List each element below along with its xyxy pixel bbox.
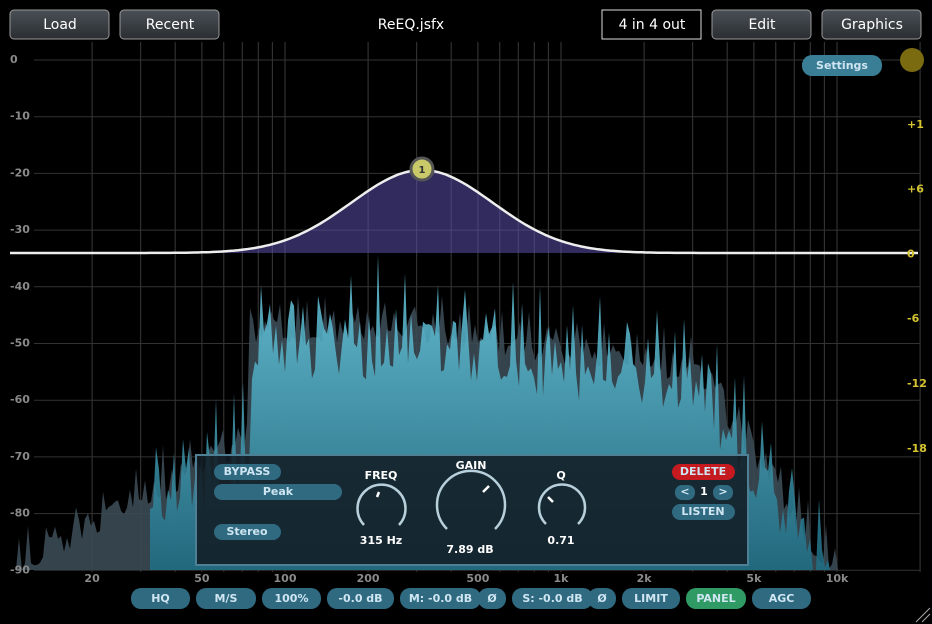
freq-label: FREQ xyxy=(365,469,398,482)
settings-label: Settings xyxy=(816,59,868,72)
footer-button[interactable] xyxy=(622,588,680,609)
footer-label: -0.0 dB xyxy=(338,592,382,605)
delete-button[interactable] xyxy=(672,464,735,480)
db-label: -70 xyxy=(10,450,30,463)
db-label: -10 xyxy=(10,110,30,123)
delete-label: DELETE xyxy=(680,465,726,478)
footer-button[interactable] xyxy=(686,588,746,609)
prev-button[interactable] xyxy=(675,485,695,500)
graphics-button[interactable] xyxy=(821,9,922,40)
file-name: ReEQ.jsfx xyxy=(378,17,444,33)
footer-button[interactable] xyxy=(478,588,506,609)
band-node[interactable] xyxy=(409,156,435,182)
footer-label: S: -0.0 dB xyxy=(522,592,582,605)
graphics-label: Graphics xyxy=(841,17,903,33)
io-button[interactable] xyxy=(601,9,702,40)
band-node-label: 1 xyxy=(419,165,426,176)
resize-grip[interactable] xyxy=(915,607,931,623)
recent-button[interactable] xyxy=(119,9,220,40)
freq-knob[interactable] xyxy=(356,483,407,526)
load-label: Load xyxy=(43,17,77,33)
eq-fill xyxy=(10,170,920,253)
q-label: Q xyxy=(556,469,565,482)
footer-button[interactable] xyxy=(588,588,616,609)
freq-label: 500 xyxy=(466,572,489,585)
band-number: 1 xyxy=(700,485,708,498)
gain-label: -12 xyxy=(907,377,927,390)
footer-button[interactable] xyxy=(327,588,394,609)
footer-label: Ø xyxy=(597,592,607,605)
footer-label: HQ xyxy=(151,592,170,605)
recent-label: Recent xyxy=(146,17,195,33)
listen-button[interactable] xyxy=(672,504,735,520)
gain-pointer xyxy=(482,485,490,493)
settings-button[interactable] xyxy=(802,55,882,76)
next-button[interactable] xyxy=(713,485,733,500)
bypass-button[interactable] xyxy=(214,464,281,480)
footer-label: AGC xyxy=(769,592,795,605)
edit-button[interactable] xyxy=(711,9,812,40)
freq-label: 10k xyxy=(826,572,849,585)
bypass-label: BYPASS xyxy=(224,465,271,478)
db-label: -40 xyxy=(10,280,30,293)
mode-label: Stereo xyxy=(226,525,268,538)
db-label: -60 xyxy=(10,393,30,406)
next-label: > xyxy=(718,485,727,498)
footer-button[interactable] xyxy=(262,588,321,609)
gain-label: GAIN xyxy=(456,459,487,472)
gain-label: 0 xyxy=(907,247,915,260)
q-pointer xyxy=(547,496,554,503)
freq-label: 50 xyxy=(194,572,210,585)
axes: 0-10-20-30-40-50-60-70-80-90+1+1+60-6-12… xyxy=(10,53,927,585)
edit-label: Edit xyxy=(748,17,776,33)
footer-label: M/S xyxy=(215,592,238,605)
footer-button[interactable] xyxy=(196,588,256,609)
load-button[interactable] xyxy=(9,9,110,40)
db-label: -50 xyxy=(10,337,30,350)
freq-value: 315 Hz xyxy=(360,534,402,547)
db-label: -30 xyxy=(10,223,30,236)
footer-button[interactable] xyxy=(752,588,811,609)
gain-label: -18 xyxy=(907,442,927,455)
type-label: Peak xyxy=(263,485,294,498)
footer-button[interactable] xyxy=(400,588,481,609)
q-knob[interactable] xyxy=(537,483,587,525)
freq-pointer xyxy=(375,491,381,498)
footer-label: 100% xyxy=(275,592,309,605)
mode-button[interactable] xyxy=(214,524,281,540)
gain-label: -6 xyxy=(907,312,920,325)
footer-button[interactable] xyxy=(512,588,593,609)
gain-label: +1 xyxy=(907,118,924,131)
footer-button[interactable] xyxy=(131,588,190,609)
footer: HQ M/S 100% -0.0 dB M: -0.0 dB Ø S: -0.0 dB Ø LI… xyxy=(131,588,811,609)
type-select[interactable] xyxy=(214,484,342,500)
freq-label: 5k xyxy=(746,572,762,585)
footer-label: Ø xyxy=(487,592,497,605)
gain-handle[interactable] xyxy=(900,48,924,72)
io-label: 4 in 4 out xyxy=(619,17,686,33)
freq-label: 100 xyxy=(274,572,297,585)
db-label: -90 xyxy=(10,563,30,576)
freq-label: 2k xyxy=(637,572,653,585)
db-label: -20 xyxy=(10,166,30,179)
freq-label: 1k xyxy=(554,572,570,585)
gain-knob[interactable] xyxy=(435,469,507,530)
footer-label: M: -0.0 dB xyxy=(409,592,472,605)
freq-label: 20 xyxy=(84,572,100,585)
footer-label: PANEL xyxy=(696,592,735,605)
q-value: 0.71 xyxy=(547,534,574,547)
freq-label: 200 xyxy=(357,572,380,585)
gain-label: +6 xyxy=(907,183,924,196)
listen-label: LISTEN xyxy=(681,505,724,518)
db-label: 0 xyxy=(10,53,18,66)
prev-label: < xyxy=(680,485,689,498)
footer-label: LIMIT xyxy=(634,592,668,605)
band-panel xyxy=(195,454,749,566)
db-label: -80 xyxy=(10,507,30,520)
eq-curve xyxy=(10,168,918,255)
gain-value: 7.89 dB xyxy=(446,543,493,556)
